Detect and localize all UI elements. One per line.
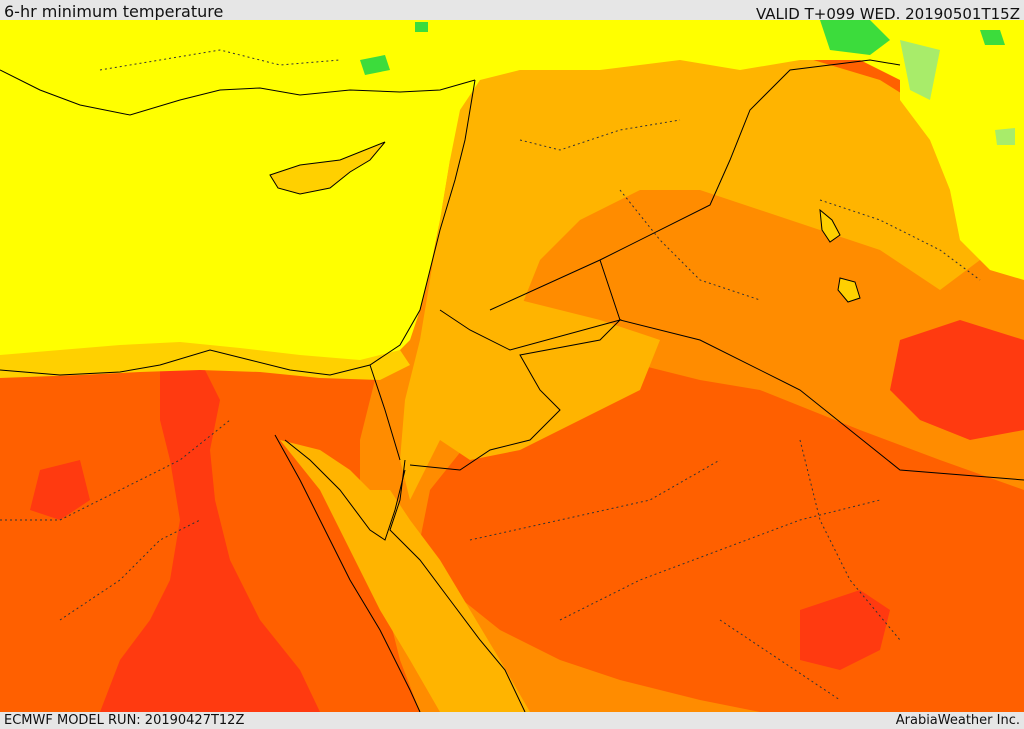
border-syria-iraq [489,59,901,311]
map-title: 6-hr minimum temperature [4,2,224,21]
province-line-1 [0,419,231,521]
border-egypt-israel [369,364,401,461]
temperature-band-yellow-ne [900,50,1024,280]
temperature-band-red-3 [890,320,1024,440]
temperature-band-green-1 [820,20,890,55]
header-bar: 6-hr minimum temperature VALID T+099 WED… [0,0,1024,20]
coastline-sinai [284,439,406,541]
temperature-band-green-5 [415,22,428,32]
credit-label: ArabiaWeather Inc. [895,713,1020,728]
coastline-red-sea-east [389,459,526,712]
province-line-7 [519,119,681,151]
coastline-red-sea-west [274,434,421,712]
footer-bar: ECMWF MODEL RUN: 20190427T12Z ArabiaWeat… [0,712,1024,729]
province-line-9 [819,199,981,281]
cyprus-island [269,141,386,195]
temperature-band-red-4 [30,460,90,520]
province-line-10 [719,619,841,701]
model-run-label: ECMWF MODEL RUN: 20190427T12Z [4,713,245,728]
border-iraq-saudi [599,259,1024,481]
lake-2 [837,277,861,303]
map-canvas [0,20,1024,712]
temperature-band-light-orange [400,50,1000,500]
province-line-3 [469,459,721,541]
province-lines [0,49,981,701]
lake-1 [819,208,841,243]
province-line-8 [99,49,341,71]
temperature-band-green-6 [995,128,1015,145]
red-sea-band [280,440,530,712]
temperature-band-green-2 [900,40,940,100]
temperature-band-light-orange-2 [430,300,660,460]
valid-time-label: VALID T+099 WED. 20190501T15Z [755,5,1020,20]
temperature-band-yellow [0,20,1024,370]
egypt-coast-band [0,342,410,380]
province-line-2 [59,519,201,621]
province-line-5 [799,439,901,641]
temperature-map [0,20,1024,712]
border-jordan [409,309,622,471]
coastline-turkey [0,69,476,116]
temperature-band-green-3 [980,30,1005,45]
temperature-band-green-4 [360,55,390,75]
temperature-band-red-2 [800,590,890,670]
temperature-band-red-1 [100,360,320,712]
